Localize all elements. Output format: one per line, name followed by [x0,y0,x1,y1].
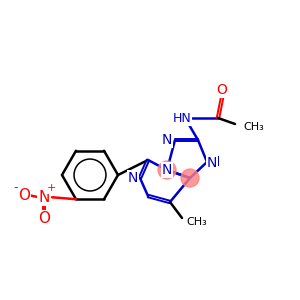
Text: N: N [162,133,172,147]
Text: N: N [162,163,172,177]
Text: N: N [210,155,220,169]
Text: -: - [14,181,18,194]
Text: O: O [38,211,50,226]
Text: HN: HN [172,112,191,124]
Text: +: + [46,183,56,193]
Text: O: O [18,188,30,203]
Text: O: O [217,83,227,97]
Text: N: N [38,190,50,205]
Text: N: N [128,171,138,185]
Circle shape [158,161,176,179]
Text: N: N [207,156,217,170]
Text: CH₃: CH₃ [186,217,207,227]
Circle shape [181,169,199,187]
Text: CH₃: CH₃ [243,122,264,132]
